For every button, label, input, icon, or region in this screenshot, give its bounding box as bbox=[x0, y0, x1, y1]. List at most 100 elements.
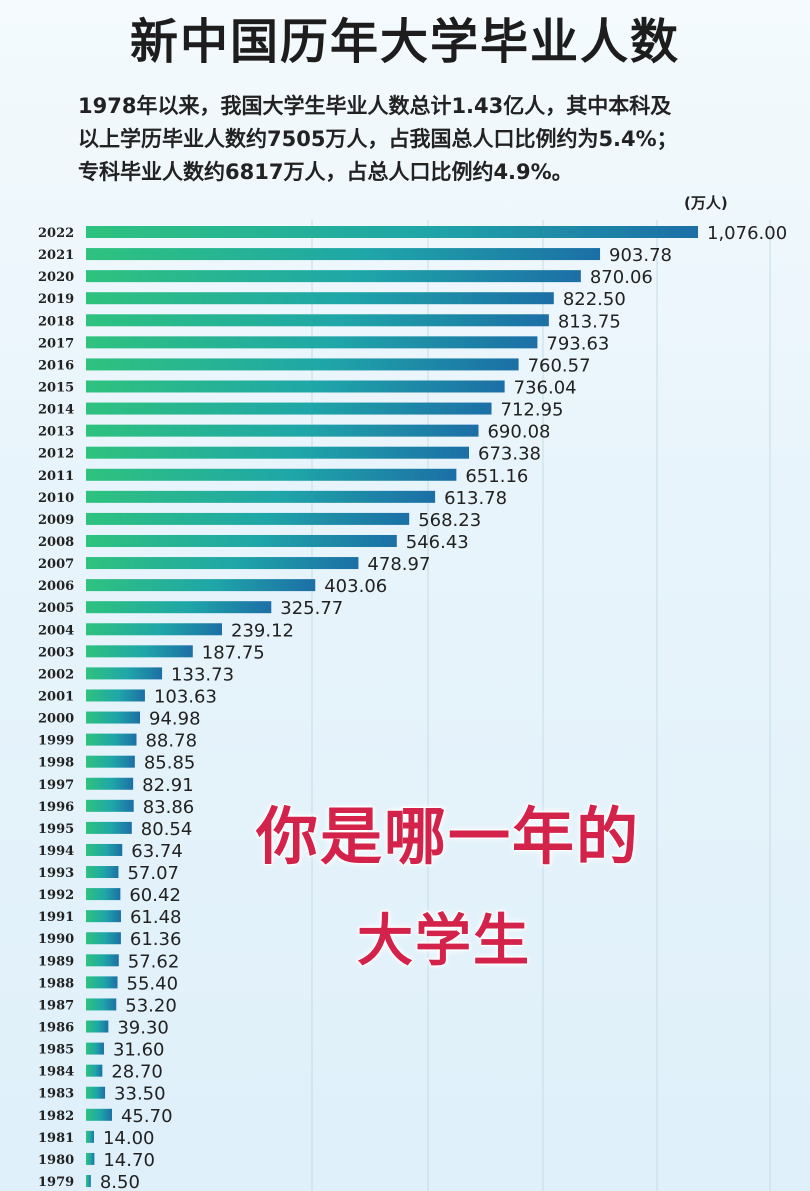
year-label: 2013 bbox=[38, 425, 74, 440]
year-label: 2022 bbox=[38, 226, 74, 241]
year-label: 2009 bbox=[38, 513, 74, 528]
bar bbox=[86, 1152, 95, 1165]
year-label: 1990 bbox=[38, 932, 74, 947]
value-label: 903.78 bbox=[609, 245, 672, 266]
year-label: 1989 bbox=[38, 954, 74, 969]
bar bbox=[86, 336, 538, 349]
value-label: 403.06 bbox=[324, 576, 387, 597]
year-label: 1986 bbox=[38, 1021, 74, 1036]
value-label: 60.42 bbox=[129, 885, 181, 906]
year-label: 2014 bbox=[38, 403, 74, 418]
value-label: 1,076.00 bbox=[707, 223, 787, 244]
year-label: 2020 bbox=[38, 270, 74, 285]
value-label: 103.63 bbox=[154, 686, 217, 707]
year-label: 1992 bbox=[38, 888, 74, 903]
bar bbox=[86, 557, 359, 570]
value-label: 690.08 bbox=[487, 422, 550, 443]
subtitle-line-1: 1978年以来，我国大学生毕业人数总计1.43亿人，其中本科及 bbox=[78, 94, 672, 118]
bar bbox=[86, 1042, 104, 1055]
bar bbox=[86, 645, 193, 658]
value-label: 55.40 bbox=[127, 973, 179, 994]
value-label: 613.78 bbox=[444, 488, 507, 509]
bar bbox=[86, 1130, 94, 1143]
value-label: 83.86 bbox=[143, 797, 195, 818]
bar bbox=[86, 689, 145, 702]
bar bbox=[86, 468, 457, 481]
value-label: 39.30 bbox=[117, 1018, 169, 1039]
bar bbox=[86, 292, 554, 305]
year-label: 1997 bbox=[38, 778, 74, 793]
year-label: 2015 bbox=[38, 380, 74, 395]
bar bbox=[86, 888, 121, 901]
value-label: 94.98 bbox=[149, 709, 201, 730]
bar bbox=[86, 446, 470, 459]
year-label: 1993 bbox=[38, 866, 74, 881]
year-label: 1996 bbox=[38, 800, 74, 815]
bar bbox=[86, 755, 135, 768]
bar bbox=[86, 821, 132, 834]
value-label: 187.75 bbox=[202, 642, 265, 663]
value-label: 793.63 bbox=[546, 333, 609, 354]
bar bbox=[86, 976, 118, 989]
year-label: 1981 bbox=[38, 1131, 74, 1146]
bar bbox=[86, 733, 137, 746]
unit-label: (万人) bbox=[684, 194, 728, 212]
value-label: 568.23 bbox=[418, 510, 481, 531]
value-label: 822.50 bbox=[563, 289, 626, 310]
year-label: 2010 bbox=[38, 491, 74, 506]
bar bbox=[86, 777, 134, 790]
year-label: 2018 bbox=[38, 314, 74, 329]
bar bbox=[86, 534, 397, 547]
value-label: 736.04 bbox=[514, 377, 577, 398]
value-label: 546.43 bbox=[406, 532, 469, 553]
value-label: 88.78 bbox=[145, 731, 197, 752]
bar bbox=[86, 579, 316, 592]
bar bbox=[86, 248, 601, 261]
bar bbox=[86, 998, 117, 1011]
value-label: 80.54 bbox=[141, 819, 193, 840]
year-label: 2003 bbox=[38, 645, 74, 660]
value-label: 45.70 bbox=[121, 1106, 173, 1127]
year-label: 2012 bbox=[38, 447, 74, 462]
overlay-subject: 大学生 bbox=[356, 908, 531, 975]
year-label: 2004 bbox=[38, 623, 74, 638]
bar bbox=[86, 954, 119, 967]
value-label: 57.07 bbox=[127, 863, 179, 884]
year-label: 2021 bbox=[38, 248, 74, 263]
overlay-question: 你是哪一年的 bbox=[255, 799, 641, 874]
year-label: 2007 bbox=[38, 557, 74, 572]
year-label: 2002 bbox=[38, 667, 74, 682]
bar bbox=[86, 799, 134, 812]
value-label: 14.70 bbox=[103, 1150, 155, 1171]
year-label: 2017 bbox=[38, 336, 74, 351]
bar bbox=[86, 314, 549, 327]
value-label: 133.73 bbox=[171, 664, 234, 685]
bar bbox=[86, 866, 119, 879]
value-label: 478.97 bbox=[367, 554, 430, 575]
value-label: 760.57 bbox=[528, 355, 591, 376]
year-label: 2019 bbox=[38, 292, 74, 307]
value-label: 14.00 bbox=[103, 1128, 155, 1149]
year-label: 1994 bbox=[38, 844, 74, 859]
bar bbox=[86, 623, 223, 636]
bar bbox=[86, 402, 492, 415]
subtitle-line-3: 专科毕业人数约6817万人，占总人口比例约4.9%。 bbox=[78, 160, 573, 184]
value-label: 61.36 bbox=[130, 929, 182, 950]
year-label: 1983 bbox=[38, 1087, 74, 1102]
bar bbox=[86, 1108, 112, 1121]
year-label: 2000 bbox=[38, 712, 74, 727]
page-title: 新中国历年大学毕业人数 bbox=[129, 14, 680, 70]
value-label: 85.85 bbox=[144, 753, 196, 774]
bar bbox=[86, 1020, 109, 1033]
year-label: 1979 bbox=[38, 1175, 74, 1190]
bar bbox=[86, 601, 272, 614]
bar bbox=[86, 512, 410, 525]
value-label: 870.06 bbox=[590, 267, 653, 288]
year-label: 1999 bbox=[38, 734, 74, 749]
bar bbox=[86, 1064, 103, 1077]
year-label: 2008 bbox=[38, 535, 74, 550]
year-label: 2005 bbox=[38, 601, 74, 616]
year-label: 1982 bbox=[38, 1109, 74, 1124]
bar bbox=[86, 711, 141, 724]
subtitle-line-2: 以上学历毕业人数约7505万人，占我国总人口比例约为5.4%； bbox=[78, 127, 678, 151]
